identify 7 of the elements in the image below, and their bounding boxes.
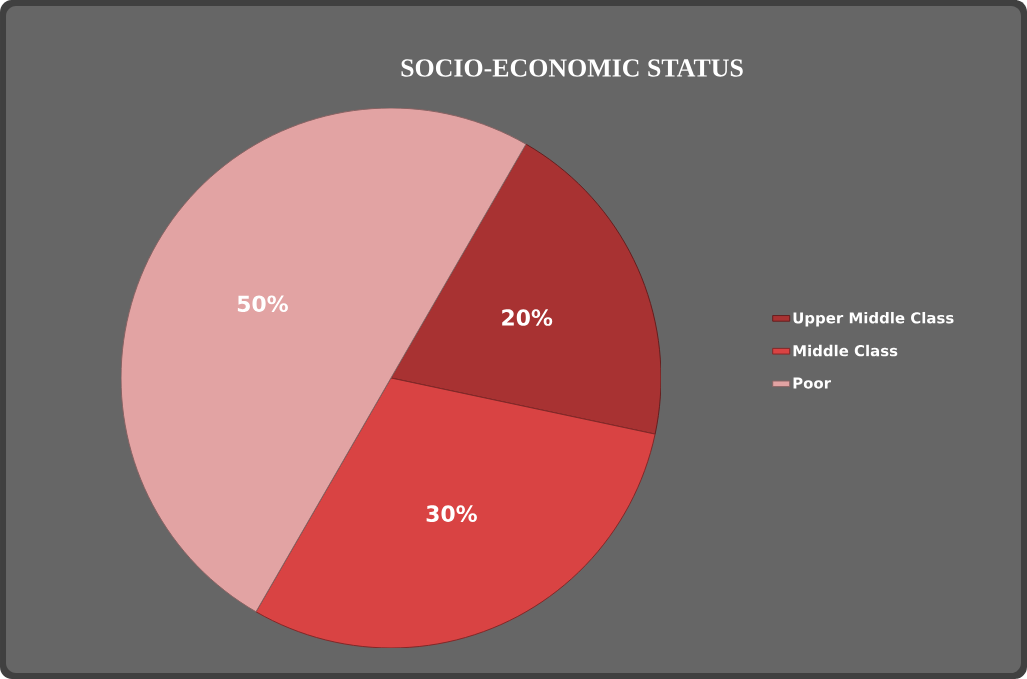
legend-label: Middle Class xyxy=(793,344,898,357)
data-label: 50% xyxy=(237,295,288,313)
data-label: 30% xyxy=(426,505,477,522)
data-label: 20% xyxy=(502,309,553,326)
legend-label: Upper Middle Class xyxy=(793,311,954,327)
chart-title: SOCIO-ECONOMIC STATUS xyxy=(401,59,743,77)
legend-label: Poor xyxy=(793,377,832,389)
